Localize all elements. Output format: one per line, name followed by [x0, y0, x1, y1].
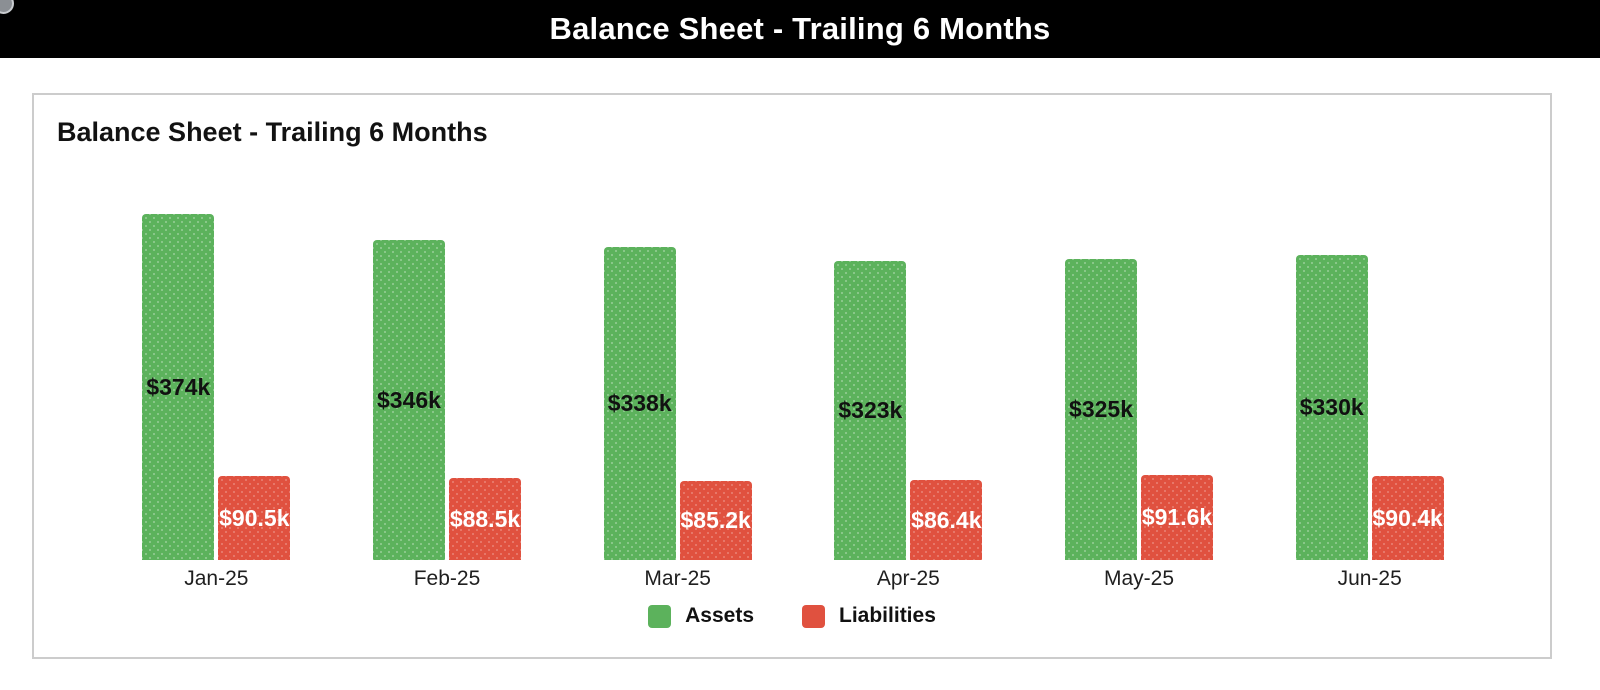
liabilities-bar-value-label: $90.4k: [1372, 504, 1443, 531]
x-axis-label: Jan-25: [184, 567, 249, 590]
bar-group: $330k $90.4k Jun-25: [1254, 212, 1485, 590]
assets-bar-value-label: $323k: [838, 397, 903, 423]
assets-bar[interactable]: $323k: [834, 261, 907, 560]
liabilities-bar-value-label: $91.6k: [1141, 504, 1213, 530]
assets-bar[interactable]: $325k: [1065, 259, 1138, 560]
liabilities-bar[interactable]: $90.5k: [218, 476, 291, 560]
bar-pair: $323k $86.4k: [834, 261, 983, 560]
bar-pair: $346k $88.5k: [373, 240, 521, 560]
x-axis-label: Feb-25: [413, 567, 481, 590]
bar-group: $346k $88.5k Feb-25: [332, 212, 563, 590]
bar-group: $338k $85.2k Mar-25: [562, 212, 793, 590]
bar-pair: $330k $90.4k: [1295, 255, 1444, 560]
assets-bar-value-label: $338k: [607, 390, 672, 416]
x-axis-label: May-25: [1104, 567, 1175, 590]
liabilities-swatch-icon: [802, 604, 826, 628]
legend-item-liabilities[interactable]: Liabilities: [802, 604, 936, 628]
assets-bar[interactable]: $374k: [142, 214, 215, 560]
bar-group: $323k $86.4k Apr-25: [793, 212, 1024, 590]
assets-bar-value-label: $325k: [1069, 396, 1133, 422]
bar-chart-plot-area: $374k $90.5k Jan-25 $346k $88.5k Feb-25 $338k $…: [101, 212, 1485, 590]
liabilities-bar[interactable]: $85.2k: [679, 481, 752, 560]
liabilities-bar[interactable]: $88.5k: [449, 478, 521, 560]
bar-group: $325k $91.6k May-25: [1024, 212, 1255, 590]
liabilities-bar[interactable]: $90.4k: [1371, 476, 1444, 560]
liabilities-bar[interactable]: $86.4k: [910, 480, 983, 560]
x-axis-label: Mar-25: [644, 567, 711, 590]
bar-pair: $374k $90.5k: [142, 214, 291, 560]
assets-bar[interactable]: $346k: [373, 240, 445, 560]
liabilities-bar-value-label: $85.2k: [680, 507, 751, 533]
app-header: Balance Sheet - Trailing 6 Months: [0, 0, 1600, 58]
assets-swatch-icon: [648, 604, 672, 628]
liabilities-bar-value-label: $86.4k: [911, 506, 982, 533]
legend-label-assets: Assets: [685, 604, 755, 627]
liabilities-bar-value-label: $88.5k: [449, 505, 521, 532]
chart-legend: Assets Liabilities: [34, 604, 1550, 628]
bar-pair: $338k $85.2k: [603, 247, 752, 560]
assets-bar[interactable]: $338k: [603, 247, 676, 560]
bar-pair: $325k $91.6k: [1065, 259, 1214, 560]
chart-title: Balance Sheet - Trailing 6 Months: [57, 117, 488, 147]
x-axis-label: Jun-25: [1337, 567, 1402, 590]
assets-bar[interactable]: $330k: [1295, 255, 1368, 560]
header-title: Balance Sheet - Trailing 6 Months: [549, 11, 1051, 46]
liabilities-bar-value-label: $90.5k: [219, 504, 290, 531]
assets-bar-value-label: $374k: [146, 373, 211, 400]
assets-bar-value-label: $346k: [377, 386, 441, 413]
legend-item-assets[interactable]: Assets: [648, 604, 754, 628]
x-axis-label: Apr-25: [876, 567, 940, 590]
screen-corner-artifact: [0, 0, 14, 14]
liabilities-bar[interactable]: $91.6k: [1141, 475, 1214, 560]
bar-group: $374k $90.5k Jan-25: [101, 212, 332, 590]
legend-label-liabilities: Liabilities: [839, 604, 936, 627]
assets-bar-value-label: $330k: [1299, 394, 1364, 420]
chart-card: Balance Sheet - Trailing 6 Months $374k $…: [32, 93, 1552, 659]
